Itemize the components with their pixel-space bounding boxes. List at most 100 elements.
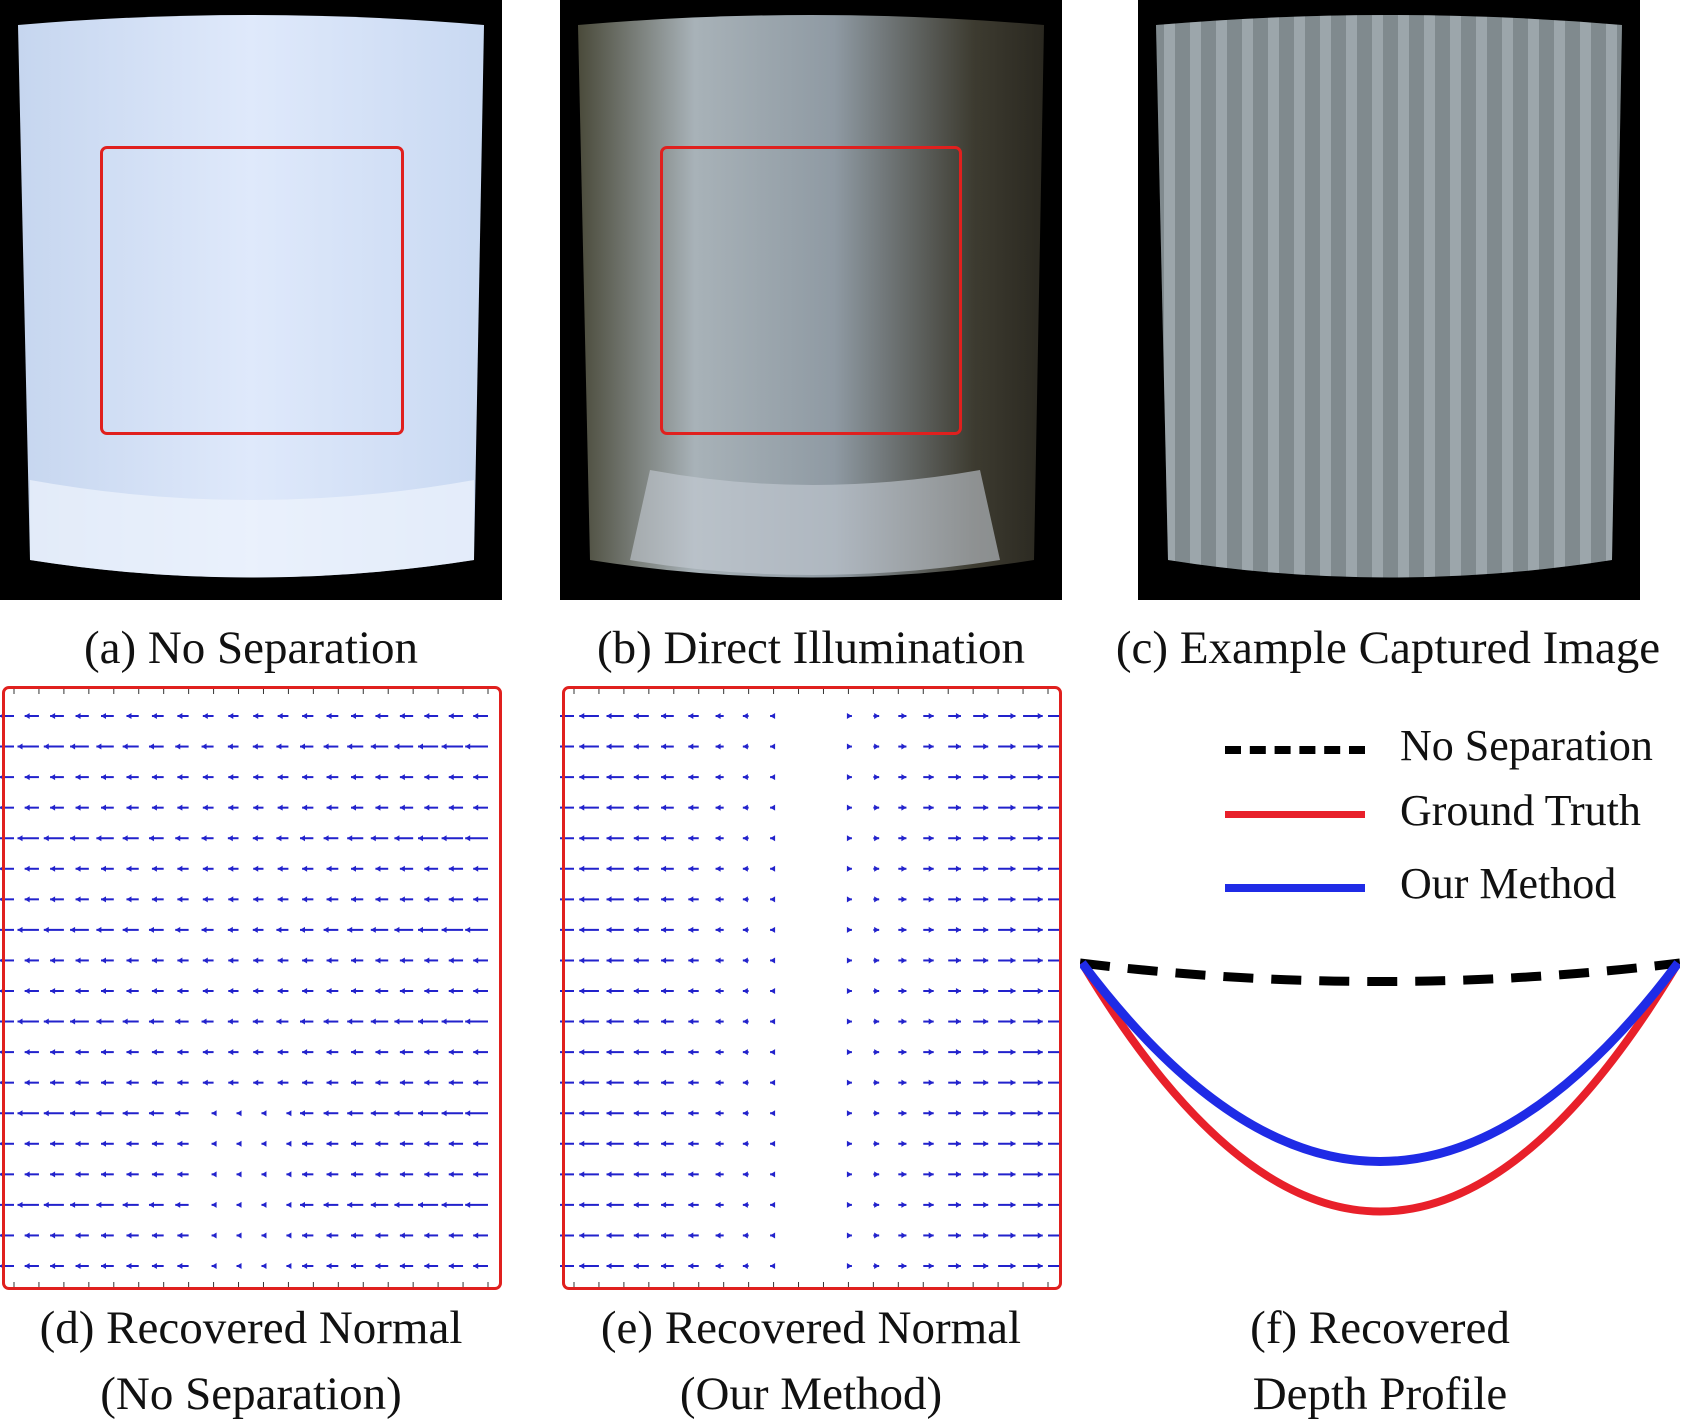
normal-arrow-head — [633, 1018, 639, 1025]
normal-arrow-head — [606, 865, 612, 872]
normal-arrow-head — [399, 1079, 405, 1086]
legend-label-no-separation: No Separation — [1400, 721, 1653, 770]
normal-arrow-head — [126, 1140, 132, 1147]
normal-arrow-head — [151, 1140, 157, 1147]
normal-arrow-head — [424, 804, 430, 811]
normal-arrow-head — [874, 713, 880, 719]
normal-arrow-head — [1010, 1232, 1016, 1239]
normal-arrow-head — [375, 1171, 381, 1178]
normal-arrow-head — [473, 865, 479, 872]
normal-arrow-head — [846, 774, 852, 781]
normal-arrow-head — [175, 926, 181, 933]
normal-arrow-head — [253, 774, 259, 781]
normal-arrow-head — [955, 1018, 961, 1025]
normal-arrow-head — [202, 804, 208, 811]
normal-arrow-head — [1037, 1079, 1043, 1086]
normal-arrow-head — [448, 1263, 454, 1269]
normal-arrow-head — [715, 926, 721, 933]
normal-arrow-head — [126, 774, 132, 781]
normal-arrow-head — [846, 1049, 852, 1056]
normal-arrow-head — [742, 1079, 748, 1086]
normal-arrow-head — [874, 1201, 880, 1208]
normal-arrow-head — [901, 774, 907, 781]
normal-arrow-head — [874, 835, 880, 842]
normal-arrow-head — [326, 804, 332, 811]
normal-arrow-head — [846, 713, 852, 719]
normal-arrow-head — [370, 1110, 376, 1117]
normal-arrow-head — [326, 1171, 332, 1178]
normal-arrow-head — [122, 926, 128, 933]
normal-arrow-head — [177, 1079, 183, 1086]
normal-arrow-head — [277, 804, 283, 811]
normal-arrow-head — [277, 957, 283, 964]
normal-arrow-head — [276, 926, 282, 933]
normal-arrow-head — [24, 988, 30, 994]
normal-arrow-head — [874, 957, 880, 964]
normal-arrow-head — [43, 1201, 49, 1208]
normal-arrow-head — [350, 1232, 356, 1239]
normal-arrow-head — [1037, 835, 1043, 842]
normal-arrow-head — [606, 713, 612, 719]
normal-arrow-head — [399, 713, 405, 719]
normal-arrow-head — [70, 743, 76, 750]
normal-arrow-head — [17, 743, 23, 750]
normal-arrow-head — [228, 865, 234, 872]
normal-arrow-head — [715, 1049, 721, 1056]
normal-arrow-head — [846, 1110, 852, 1117]
normal-arrow-head — [261, 1201, 267, 1208]
normal-arrow-head — [901, 1018, 907, 1025]
normal-arrow-head — [227, 835, 233, 842]
normal-arrow-head — [302, 1140, 308, 1147]
normal-arrow-head — [606, 1110, 612, 1117]
normal-arrow-head — [770, 1079, 776, 1086]
normal-arrow-head — [50, 1232, 56, 1239]
normal-arrow-head — [688, 774, 694, 781]
normal-arrow-head — [955, 1079, 961, 1086]
normal-arrow-head — [928, 774, 934, 781]
normal-arrow-head — [901, 713, 907, 719]
normal-arrow-head — [633, 1079, 639, 1086]
normal-arrow-head — [606, 957, 612, 964]
normal-arrow-head — [846, 865, 852, 872]
normal-arrow-head — [50, 1263, 56, 1269]
normal-arrow-head — [606, 1079, 612, 1086]
normal-arrow-head — [326, 713, 332, 719]
normal-arrow-head — [418, 835, 423, 842]
normal-arrow-head — [874, 865, 880, 872]
normal-arrow-head — [326, 988, 332, 994]
normal-arrow-head — [901, 926, 907, 933]
normal-arrow-head — [1010, 1110, 1016, 1117]
normal-arrow-head — [424, 1079, 430, 1086]
normal-arrow-head — [901, 743, 907, 750]
normal-arrow-head — [201, 1018, 207, 1025]
normal-arrow-head — [277, 896, 283, 903]
normal-arrow-head — [70, 1018, 76, 1025]
normal-arrow-head — [742, 988, 748, 994]
normal-arrow-head — [418, 1201, 423, 1208]
normal-arrow-head — [126, 988, 132, 994]
normal-arrow-head — [606, 1201, 612, 1208]
normal-arrow-head — [846, 926, 852, 933]
normal-arrow-head — [1037, 957, 1043, 964]
normal-arrow-head — [101, 865, 107, 872]
normal-arrow-head — [661, 713, 667, 719]
normal-arrow-head — [202, 1079, 208, 1086]
normal-arrow-head — [688, 1110, 694, 1117]
normal-arrow-head — [846, 1018, 852, 1025]
normal-arrow-head — [347, 1201, 353, 1208]
normal-arrow-head — [606, 774, 612, 781]
normal-arrow-head — [96, 1201, 102, 1208]
normal-arrow-head — [50, 774, 56, 781]
normal-arrow-head — [236, 1201, 242, 1208]
normal-arrow-head — [901, 1171, 907, 1178]
normal-arrow-head — [253, 1079, 259, 1086]
normal-arrow-head — [874, 804, 880, 811]
normal-arrow-head — [901, 835, 907, 842]
normal-arrow-head — [770, 1201, 776, 1208]
normal-arrow-head — [688, 957, 694, 964]
normal-arrow-head — [688, 926, 694, 933]
normal-arrow-head — [375, 988, 381, 994]
normal-arrow-head — [874, 1049, 880, 1056]
normal-arrow-head — [448, 896, 454, 903]
normal-arrow-head — [606, 1018, 612, 1025]
